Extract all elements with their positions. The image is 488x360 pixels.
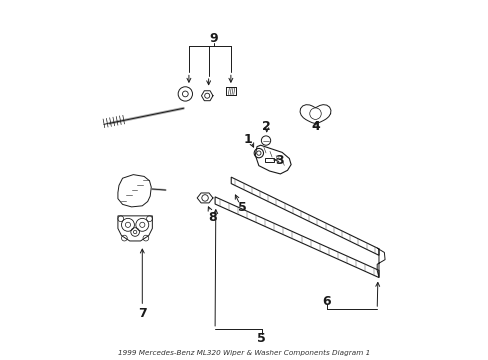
- Text: 5: 5: [237, 202, 246, 215]
- Text: 4: 4: [311, 120, 320, 133]
- Text: 3: 3: [274, 154, 283, 167]
- Text: 9: 9: [209, 32, 218, 45]
- Text: 1: 1: [243, 133, 252, 146]
- Text: 2: 2: [262, 120, 270, 133]
- Text: 7: 7: [138, 307, 146, 320]
- Text: 5: 5: [257, 332, 265, 345]
- Text: 6: 6: [322, 295, 330, 308]
- Text: 1999 Mercedes-Benz ML320 Wiper & Washer Components Diagram 1: 1999 Mercedes-Benz ML320 Wiper & Washer …: [118, 350, 370, 356]
- Text: 8: 8: [207, 211, 216, 224]
